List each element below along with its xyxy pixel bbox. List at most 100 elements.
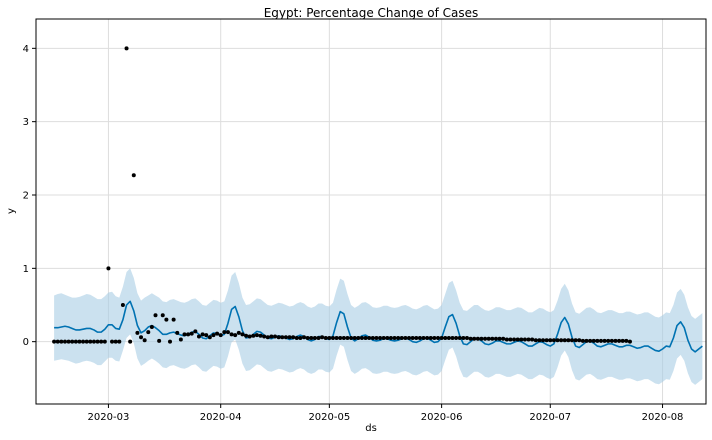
data-point <box>168 339 172 344</box>
data-point <box>562 338 567 343</box>
data-point <box>276 335 281 340</box>
data-point <box>207 335 212 340</box>
data-point <box>627 339 632 344</box>
data-point <box>215 331 220 336</box>
data-point <box>417 336 422 340</box>
data-point <box>124 46 129 51</box>
data-point <box>135 330 140 335</box>
data-point <box>298 336 303 340</box>
data-point <box>446 336 451 340</box>
x-axis-label: ds <box>365 423 377 434</box>
data-point <box>73 339 78 344</box>
data-point <box>606 338 611 343</box>
data-point <box>609 338 614 343</box>
x-tick-label: 2020-08 <box>642 412 684 423</box>
data-point <box>117 339 122 344</box>
data-point <box>464 336 469 340</box>
data-point <box>526 337 531 342</box>
y-tick-label: 3 <box>23 117 29 128</box>
plot-frame <box>35 18 707 405</box>
data-point <box>200 332 205 337</box>
data-point <box>309 336 314 340</box>
data-point <box>193 329 198 334</box>
data-point <box>570 338 574 343</box>
data-point <box>345 336 350 340</box>
data-point <box>229 332 234 337</box>
data-point <box>142 338 147 343</box>
data-point <box>497 336 502 341</box>
data-point <box>580 338 585 343</box>
data-point <box>211 333 216 338</box>
data-point <box>153 313 158 318</box>
data-point <box>493 336 498 341</box>
data-point <box>613 338 618 343</box>
data-point <box>320 335 325 340</box>
data-point <box>323 336 328 340</box>
x-tick-label: 2020-04 <box>200 412 242 423</box>
data-point <box>468 336 473 341</box>
data-point <box>617 338 622 343</box>
x-tick-label: 2020-05 <box>308 412 350 423</box>
data-point <box>486 336 491 341</box>
data-point <box>370 336 375 340</box>
data-point <box>559 338 564 343</box>
data-point <box>52 339 57 344</box>
data-point <box>432 336 437 340</box>
data-point <box>356 336 361 340</box>
data-point <box>349 336 354 340</box>
data-point <box>225 330 230 335</box>
data-point <box>113 339 118 344</box>
data-point <box>128 339 133 344</box>
data-point <box>149 325 154 329</box>
data-point <box>66 339 71 344</box>
data-point <box>537 338 542 343</box>
data-point <box>584 338 589 343</box>
data-point <box>555 338 560 343</box>
data-point <box>620 338 625 343</box>
x-tick-label: 2020-07 <box>529 412 571 423</box>
chart-title: Egypt: Percentage Change of Cases <box>264 6 479 20</box>
data-point <box>269 334 274 339</box>
data-point <box>196 334 201 339</box>
data-point <box>338 336 343 340</box>
data-point <box>59 339 64 344</box>
data-point <box>359 336 364 340</box>
data-point <box>551 338 556 343</box>
data-point <box>595 338 600 343</box>
data-point <box>273 334 278 339</box>
data-point <box>316 336 321 340</box>
data-point <box>236 330 241 335</box>
data-point <box>110 339 115 344</box>
data-point <box>258 333 263 338</box>
data-point <box>602 338 607 343</box>
data-point <box>186 332 191 337</box>
data-point <box>233 333 238 338</box>
x-tick-label: 2020-03 <box>88 412 130 423</box>
data-point <box>287 335 292 340</box>
data-point <box>407 336 412 340</box>
data-point <box>146 330 151 335</box>
data-point <box>519 337 524 342</box>
data-point <box>77 339 82 344</box>
data-point <box>182 332 187 337</box>
y-axis: 0 1 2 3 4 <box>23 44 36 348</box>
data-point <box>392 336 397 340</box>
data-point <box>139 335 144 340</box>
data-point <box>164 317 169 322</box>
data-point <box>363 336 368 340</box>
y-tick-label: 2 <box>23 191 29 202</box>
data-point <box>508 337 513 342</box>
data-point <box>62 339 67 344</box>
data-point <box>461 336 466 340</box>
data-point <box>294 336 299 340</box>
data-point <box>501 336 506 341</box>
data-point <box>91 339 96 344</box>
data-point <box>367 336 372 340</box>
data-point <box>81 339 86 344</box>
data-point <box>504 337 509 342</box>
data-point <box>120 303 125 307</box>
forecast-line <box>54 300 703 353</box>
data-point <box>106 266 111 271</box>
data-point <box>84 339 89 344</box>
